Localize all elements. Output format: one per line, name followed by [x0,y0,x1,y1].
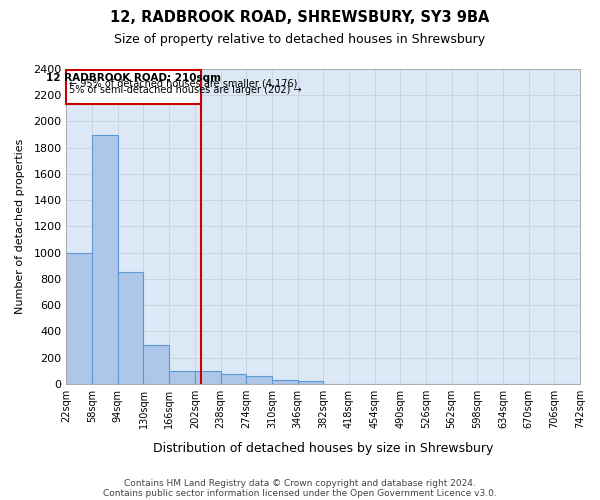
Bar [195,371,221,384]
Text: ← 95% of detached houses are smaller (4,176): ← 95% of detached houses are smaller (4,… [68,79,297,89]
Text: 5% of semi-detached houses are larger (202) →: 5% of semi-detached houses are larger (2… [68,84,301,94]
Bar [298,382,323,384]
Bar [118,272,143,384]
Bar [221,374,246,384]
Bar [92,134,118,384]
Y-axis label: Number of detached properties: Number of detached properties [15,138,25,314]
Bar [169,371,195,384]
Text: Contains HM Land Registry data © Crown copyright and database right 2024.: Contains HM Land Registry data © Crown c… [124,478,476,488]
Bar [272,380,298,384]
Bar [143,344,169,384]
Text: Size of property relative to detached houses in Shrewsbury: Size of property relative to detached ho… [115,32,485,46]
X-axis label: Distribution of detached houses by size in Shrewsbury: Distribution of detached houses by size … [153,442,493,455]
Text: Contains public sector information licensed under the Open Government Licence v3: Contains public sector information licen… [103,488,497,498]
Bar [67,70,200,104]
Bar [67,252,92,384]
Text: 12 RADBROOK ROAD: 210sqm: 12 RADBROOK ROAD: 210sqm [46,72,221,83]
Text: 12, RADBROOK ROAD, SHREWSBURY, SY3 9BA: 12, RADBROOK ROAD, SHREWSBURY, SY3 9BA [110,10,490,25]
Bar [246,376,272,384]
